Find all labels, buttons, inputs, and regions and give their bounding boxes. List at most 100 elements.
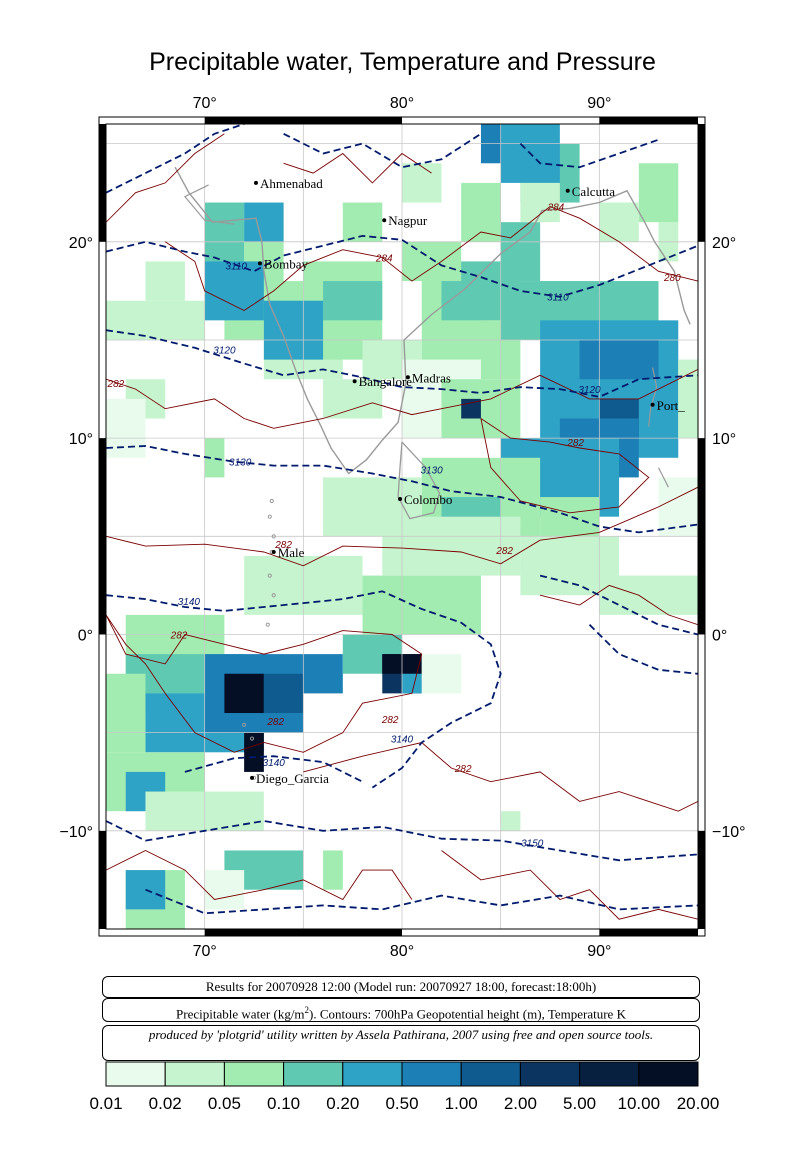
legend-tick: 2.00 bbox=[503, 1094, 537, 1113]
temperature-contours bbox=[106, 133, 698, 920]
city-label: Diego_Garcia bbox=[256, 771, 329, 786]
pw-cell bbox=[599, 575, 698, 615]
pw-cell bbox=[204, 261, 264, 321]
atoll bbox=[269, 498, 274, 504]
city-label: Male bbox=[278, 545, 305, 560]
longitude-tick-label: 90° bbox=[587, 95, 611, 112]
pressure-isoline bbox=[519, 138, 659, 169]
pressure-contours bbox=[106, 124, 698, 915]
pw-cell bbox=[500, 811, 521, 831]
border-segment bbox=[99, 124, 106, 242]
axis-tick-labels: 70° 70° 80° 80° 90° 90° 20° 20° 10° 10° 0° 0° −10° −1… bbox=[59, 95, 745, 960]
contour-labels: 3110 3120 3130 3140 3140 3140 3150 3110 3120 3130… bbox=[107, 202, 682, 849]
pressure-isoline bbox=[539, 574, 698, 636]
longitude-tick-label: 70° bbox=[193, 95, 217, 112]
pw-cell bbox=[323, 379, 383, 419]
latitude-tick-label: 0° bbox=[712, 627, 727, 644]
pressure-contour-label: 3130 bbox=[420, 465, 443, 476]
credit-info-box: produced by 'plotgrid' utility written b… bbox=[102, 1025, 700, 1061]
city-label: Madras bbox=[412, 370, 451, 385]
pw-cell bbox=[106, 300, 205, 340]
temperature-contour-label: 282 bbox=[566, 438, 584, 449]
pw-cell bbox=[540, 497, 600, 537]
description-suffix: ). Contours: 700hPa Geopotential height … bbox=[309, 1006, 626, 1022]
pw-cell bbox=[204, 438, 225, 478]
temperature-contour-label: 282 bbox=[170, 630, 188, 641]
temperature-contour-label: 282 bbox=[381, 715, 399, 726]
pressure-isoline bbox=[283, 132, 482, 169]
temperature-isoline bbox=[106, 614, 423, 753]
latitude-tick-label: 10° bbox=[712, 431, 736, 448]
legend-tick: 0.50 bbox=[385, 1094, 419, 1113]
longitude-tick-label: 80° bbox=[390, 95, 414, 112]
border-segment bbox=[599, 117, 698, 124]
atoll bbox=[271, 593, 276, 598]
pw-cell bbox=[263, 673, 304, 714]
temperature-isoline bbox=[106, 133, 225, 223]
atoll bbox=[271, 534, 276, 539]
legend-tick: 1.00 bbox=[444, 1094, 478, 1113]
pw-cell bbox=[263, 300, 324, 360]
border-segment bbox=[599, 929, 698, 936]
results-info-box: Results for 20070928 12:00 (Model run: 2… bbox=[102, 976, 700, 998]
city-label: Colombo bbox=[404, 492, 452, 507]
pressure-contour-label: 3120 bbox=[578, 385, 601, 396]
map-frame bbox=[98, 116, 706, 937]
latitude-tick-label: 20° bbox=[69, 235, 93, 252]
weather-map: 3110 3120 3130 3140 3140 3140 3150 3110 3120 3130… bbox=[59, 95, 745, 960]
city-marker bbox=[253, 180, 258, 185]
longitude-tick-label: 80° bbox=[390, 943, 414, 960]
legend-tick: 5.00 bbox=[563, 1094, 597, 1113]
nicobar-islands bbox=[657, 467, 669, 488]
legend-tick: 0.05 bbox=[207, 1094, 241, 1113]
pw-cell bbox=[402, 163, 442, 203]
pw-cell bbox=[461, 182, 501, 242]
graticule bbox=[106, 124, 698, 929]
pw-cell bbox=[145, 261, 185, 301]
latitude-tick-label: 0° bbox=[78, 627, 93, 644]
border-segment bbox=[99, 438, 106, 635]
pw-cell bbox=[323, 281, 383, 321]
border-segment bbox=[698, 124, 705, 242]
pw-cell bbox=[244, 202, 284, 242]
temperature-contour-label: 282 bbox=[454, 764, 472, 775]
temperature-isoline bbox=[283, 152, 432, 184]
kathiawar-coastline bbox=[183, 184, 235, 225]
pw-cell bbox=[106, 673, 146, 753]
legend-tick: 0.02 bbox=[148, 1094, 182, 1113]
city-marker bbox=[250, 775, 255, 780]
temperature-isoline bbox=[480, 418, 650, 514]
legend-swatch bbox=[460, 1061, 521, 1087]
pw-cell bbox=[500, 222, 541, 282]
pressure-isoline bbox=[588, 624, 698, 675]
atoll bbox=[267, 514, 272, 519]
pw-cell bbox=[382, 516, 521, 576]
atoll bbox=[249, 736, 255, 741]
pw-cell bbox=[106, 398, 146, 458]
legend-tick: 0.01 bbox=[89, 1094, 123, 1113]
temperature-contour-label: 280 bbox=[663, 273, 681, 284]
description-prefix: Precipitable water (kg/m bbox=[176, 1006, 305, 1022]
city-marker bbox=[398, 497, 403, 502]
legend-swatch bbox=[638, 1061, 699, 1087]
city-marker bbox=[405, 375, 410, 380]
pw-cell bbox=[125, 870, 166, 910]
pressure-contour-label: 3140 bbox=[391, 734, 414, 745]
legend-swatch bbox=[519, 1061, 581, 1087]
legend-swatch bbox=[342, 1061, 403, 1087]
city-marker bbox=[650, 402, 655, 407]
description-info-box: Precipitable water (kg/m2). Contours: 70… bbox=[102, 998, 700, 1022]
city-label: Bombay bbox=[264, 256, 309, 271]
pressure-contour-label: 3140 bbox=[263, 758, 286, 769]
pressure-contour-label: 3130 bbox=[229, 458, 252, 469]
pressure-isoline bbox=[145, 888, 698, 915]
legend-swatch bbox=[579, 1061, 640, 1087]
temperature-contour-label: 284 bbox=[547, 202, 565, 213]
legend-swatch bbox=[164, 1061, 225, 1087]
temperature-contour-label: 282 bbox=[266, 717, 284, 728]
latitude-tick-label: 20° bbox=[712, 235, 736, 252]
border-segment bbox=[698, 830, 705, 929]
legend-tick: 0.20 bbox=[326, 1094, 360, 1113]
pressure-isoline bbox=[106, 329, 698, 398]
